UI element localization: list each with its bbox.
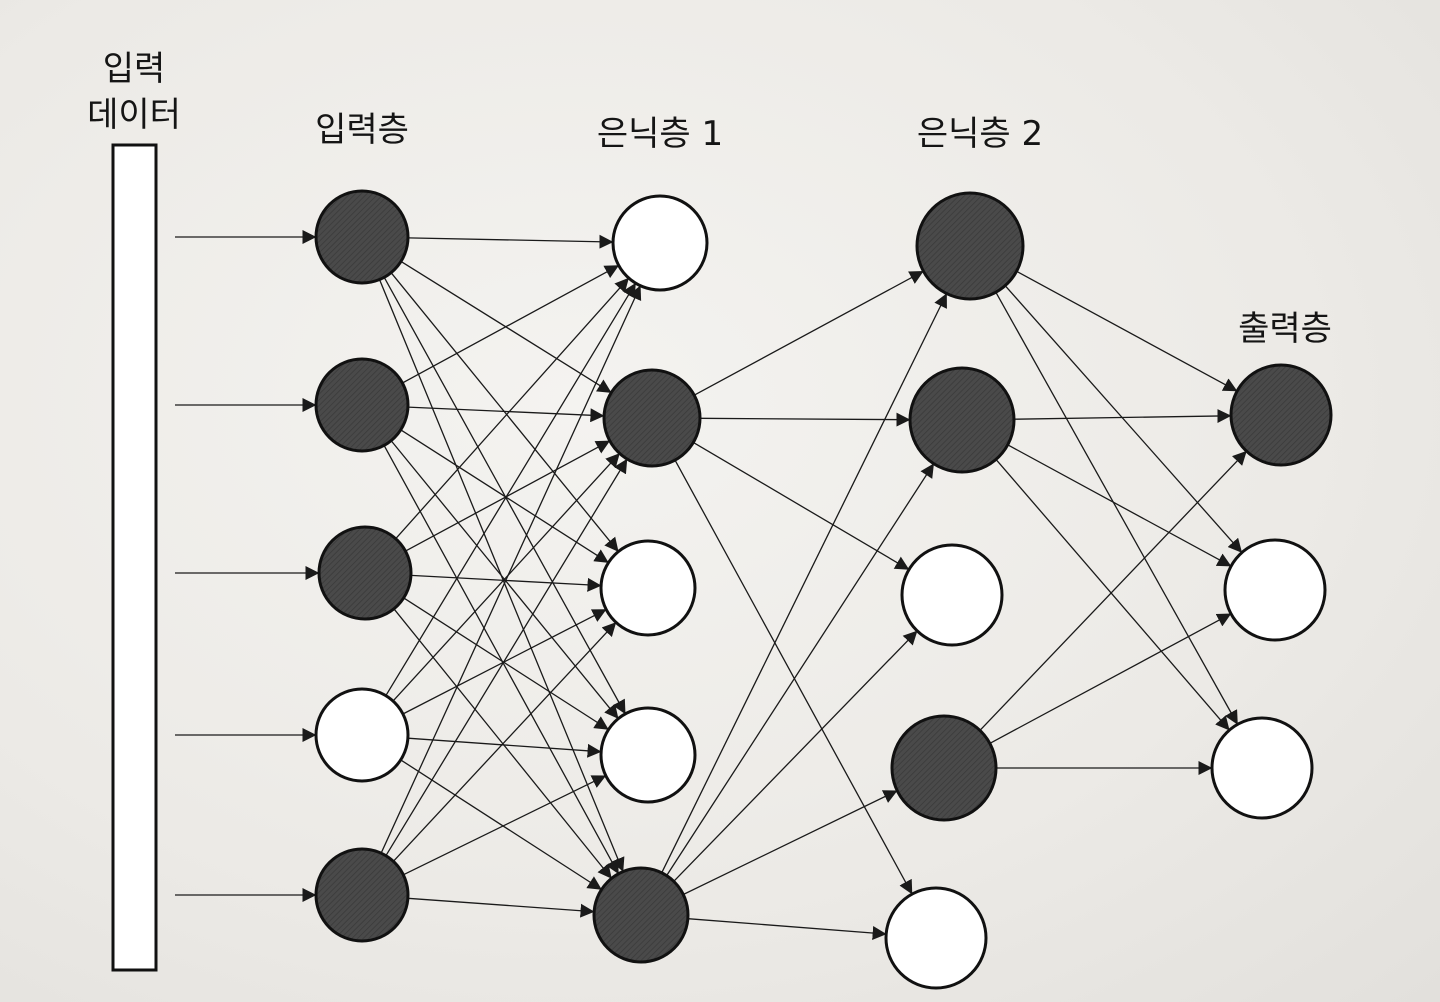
edge-hidden1-2-to-hidden2-5 — [674, 459, 913, 895]
edge-input-2-to-hidden1-5 — [383, 445, 619, 875]
edge-hidden1-5-to-hidden2-4 — [683, 790, 898, 896]
edge-hidden2-1-to-output-1 — [1016, 270, 1238, 392]
output-layer-label: 출력층 — [1238, 309, 1332, 349]
edge-input-3-to-hidden1-1 — [395, 277, 629, 540]
input-data-bar — [111, 143, 158, 972]
edge-input-3-to-hidden1-4 — [403, 597, 609, 730]
output-neuron-1-active — [1229, 363, 1333, 467]
edge-input-1-to-hidden1-1 — [407, 234, 614, 249]
edge-hidden2-4-to-output-2 — [989, 613, 1232, 744]
edge-hidden2-2-to-output-2 — [1007, 444, 1232, 567]
hidden-layer-1-label: 은닉층 1 — [597, 114, 723, 154]
edge-hidden1-5-to-hidden2-5 — [687, 918, 887, 941]
hidden1-neuron-3-inactive — [599, 539, 697, 637]
hidden2-neuron-3-inactive — [900, 543, 1004, 647]
edge-hidden2-1-to-output-2 — [1004, 285, 1243, 553]
edge-input-5-to-hidden1-2 — [385, 458, 628, 857]
hidden1-neuron-2-active — [602, 368, 702, 468]
edge-input-5-to-hidden1-5 — [407, 897, 595, 918]
connection-lines — [175, 230, 1247, 941]
input-neuron-4-inactive — [314, 687, 410, 783]
edge-input-5-to-hidden1-4 — [403, 775, 607, 876]
hidden-layer-2-label: 은닉층 2 — [917, 114, 1043, 154]
output-neuron-3-inactive — [1210, 716, 1314, 820]
edge-input-2-to-hidden1-1 — [402, 265, 620, 384]
neurons — [314, 189, 1333, 990]
hidden2-neuron-1-active — [915, 191, 1025, 301]
edge-hidden1-5-to-hidden2-2 — [666, 463, 934, 876]
edge-hidden2-2-to-output-1 — [1013, 408, 1232, 423]
edge-input-5-to-hidden1-3 — [392, 622, 617, 862]
input-data-label-line1: 입력 — [103, 49, 166, 89]
edge-hidden1-5-to-hidden2-1 — [661, 293, 947, 874]
edge-input-4-to-hidden1-5 — [400, 759, 602, 890]
edge-hidden1-2-to-hidden2-3 — [692, 441, 910, 570]
input-neuron-2-active — [314, 357, 410, 453]
hidden1-neuron-4-inactive — [599, 706, 697, 804]
edge-input-3-to-hidden1-5 — [393, 608, 612, 879]
edge-hidden1-2-to-hidden2-2 — [699, 412, 911, 427]
hidden2-neuron-2-active — [908, 366, 1016, 474]
edge-input-4-to-hidden1-4 — [407, 737, 602, 758]
input-neuron-1-active — [314, 189, 410, 285]
hidden1-neuron-5-active — [592, 866, 690, 964]
edge-input-5-to-hidden1-1 — [380, 285, 642, 854]
output-neuron-2-inactive — [1223, 538, 1327, 642]
edge-input-1-to-hidden1-4 — [383, 276, 626, 715]
hidden1-neuron-1-inactive — [611, 194, 709, 292]
input-data-label-line2: 데이터 — [87, 95, 181, 135]
hidden2-neuron-5-inactive — [884, 886, 988, 990]
edge-hidden2-2-to-output-3 — [995, 458, 1230, 731]
edge-hidden2-1-to-output-3 — [995, 291, 1238, 725]
input-layer-label: 입력층 — [315, 110, 409, 150]
edge-hidden2-4-to-output-1 — [979, 450, 1247, 731]
edge-hidden1-5-to-hidden2-3 — [673, 630, 918, 882]
input-neuron-3-active — [317, 525, 413, 621]
edge-input-2-to-hidden1-2 — [407, 406, 605, 423]
edge-input-4-to-hidden1-2 — [392, 453, 620, 702]
hidden2-neuron-4-active — [890, 714, 998, 822]
edge-hidden1-2-to-hidden2-1 — [693, 271, 924, 396]
edge-input-4-to-hidden1-1 — [385, 282, 636, 697]
edge-input-2-to-hidden1-3 — [400, 429, 609, 563]
input-neuron-5-active — [314, 847, 410, 943]
